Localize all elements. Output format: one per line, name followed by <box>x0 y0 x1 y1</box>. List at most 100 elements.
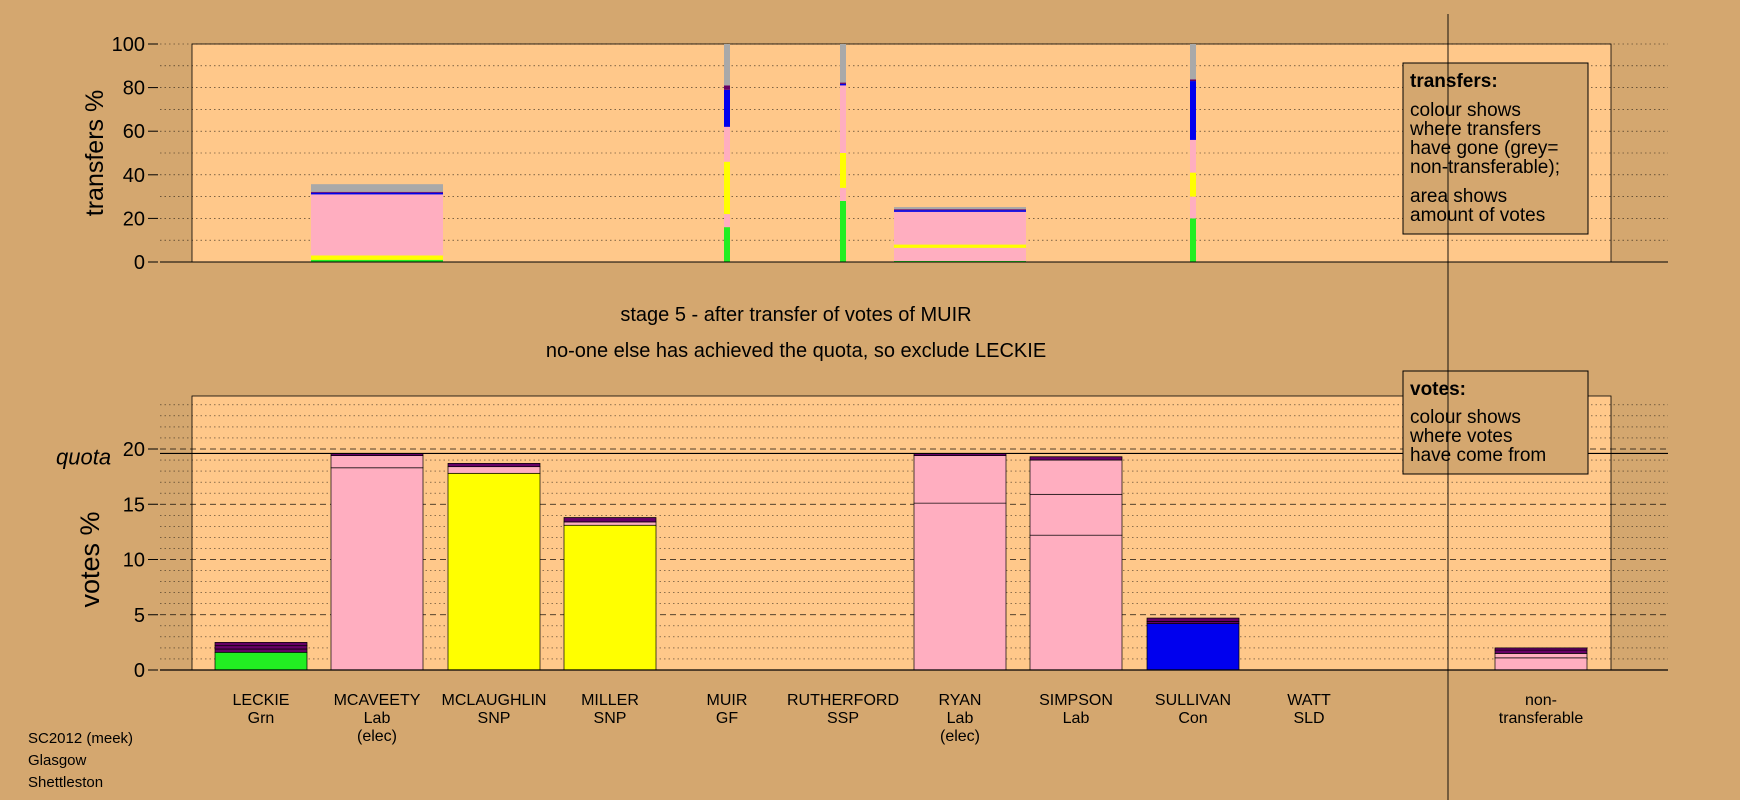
footer-line3: Shettleston <box>28 774 103 791</box>
votes-tick-label: 10 <box>123 550 145 572</box>
vote-segment-mclaughlin <box>447 466 541 474</box>
candidate-name: MCAVEETY <box>334 692 421 709</box>
votes-axis-label: votes % <box>75 511 105 607</box>
transfer-segment-muir <box>724 161 730 215</box>
transfers-tick-label: 100 <box>112 34 145 56</box>
candidate-party: transferable <box>1499 710 1584 727</box>
transfer-segment-ryan <box>894 209 1026 211</box>
candidate-party: Con <box>1178 710 1207 727</box>
transfer-segment-rutherford <box>840 44 846 83</box>
votes-legend-box <box>1402 370 1589 475</box>
vote-segment-simpson <box>1029 456 1123 461</box>
vote-segment-non-transferable <box>1494 647 1588 651</box>
transfers-chart: 0 20 40 60 80 100 transfers % transfers: colour … <box>81 34 1668 274</box>
vote-segment-simpson <box>1029 459 1123 495</box>
vote-segment-ryan <box>913 455 1007 504</box>
footer-line1: SC2012 (meek) <box>28 730 133 747</box>
transfer-segment-sullivan <box>1190 172 1196 197</box>
transfers-tick-label: 0 <box>134 252 145 274</box>
votes-tick-label: 5 <box>134 605 145 627</box>
vote-segment-miller <box>563 517 657 523</box>
candidate-name: non- <box>1525 692 1557 709</box>
transfer-segment-sullivan <box>1190 79 1196 82</box>
vote-segment-non-transferable <box>1494 653 1588 659</box>
vote-segment-mcaveety <box>330 467 424 671</box>
vote-segment-leckie <box>214 648 308 653</box>
transfer-segment-ryan <box>894 260 1026 262</box>
candidate-name: MCLAUGHLIN <box>442 692 547 709</box>
transfer-segment-mcaveety <box>311 184 443 192</box>
vote-segment-non-transferable <box>1494 657 1588 671</box>
legend-line: colour shows <box>1410 407 1521 428</box>
headline-line2: no-one else has achieved the quota, so e… <box>546 340 1046 362</box>
transfer-segment-rutherford <box>840 153 846 188</box>
votes-legend-title: votes: <box>1410 379 1466 400</box>
candidate-name: LECKIE <box>233 692 290 709</box>
transfers-legend-title: transfers: <box>1410 71 1498 92</box>
candidate-party: SNP <box>594 710 627 727</box>
transfer-segment-sullivan <box>1190 139 1196 173</box>
legend-line: amount of votes <box>1410 205 1545 226</box>
transfer-segment-ryan <box>894 207 1026 210</box>
transfer-segment-sullivan <box>1190 218 1196 262</box>
candidate-party: Lab <box>947 710 974 727</box>
candidate-party: Lab <box>364 710 391 727</box>
vote-segment-non-transferable <box>1494 649 1588 654</box>
footer-line2: Glasgow <box>28 752 87 769</box>
transfer-segment-sullivan <box>1190 81 1196 140</box>
legend-line: have come from <box>1410 445 1546 466</box>
transfer-segment-ryan <box>894 244 1026 248</box>
transfers-legend-box <box>1402 62 1589 235</box>
transfers-tick-label: 80 <box>123 78 145 100</box>
transfer-segment-muir <box>724 85 730 90</box>
quota-label: quota <box>56 444 111 469</box>
transfer-segment-mcaveety <box>311 192 443 195</box>
vote-segment-leckie <box>214 642 308 647</box>
transfer-segment-rutherford <box>840 187 846 201</box>
legend-line: where transfers <box>1409 119 1541 140</box>
transfers-tick-label: 40 <box>123 165 145 187</box>
candidate-name: MILLER <box>581 692 639 709</box>
vote-segment-mclaughlin <box>447 472 541 671</box>
vote-segment-sullivan <box>1146 623 1240 671</box>
transfer-segment-mcaveety <box>311 255 443 260</box>
transfer-segment-mcaveety <box>311 194 443 256</box>
legend-line: colour shows <box>1410 100 1521 121</box>
votes-tick-label: 20 <box>123 439 145 461</box>
votes-tick-label: 0 <box>134 660 145 682</box>
transfer-segment-mcaveety <box>311 259 443 262</box>
transfer-segment-muir <box>724 214 730 228</box>
transfer-segment-ryan <box>894 211 1026 245</box>
candidate-name: SULLIVAN <box>1155 692 1231 709</box>
candidate-name: RYAN <box>939 692 982 709</box>
transfer-segment-rutherford <box>840 85 846 153</box>
legend-line: where votes <box>1409 426 1512 447</box>
candidate-party: Grn <box>248 710 275 727</box>
transfer-segment-sullivan <box>1190 44 1196 80</box>
vote-segment-sullivan <box>1146 617 1240 622</box>
transfer-segment-muir <box>724 227 730 262</box>
transfers-tick-label: 20 <box>123 208 145 230</box>
transfer-segment-mcaveety <box>311 191 443 193</box>
vote-segment-mclaughlin <box>447 463 541 468</box>
transfer-segment-muir <box>724 89 730 127</box>
transfer-segment-rutherford <box>840 200 846 262</box>
candidate-name: WATT <box>1287 692 1331 709</box>
votes-legend-text: colour shows where votes have come from <box>1409 407 1546 466</box>
candidate-note: (elec) <box>940 728 980 745</box>
candidate-note: (elec) <box>357 728 397 745</box>
transfer-segment-rutherford <box>840 83 846 86</box>
transfer-segment-rutherford <box>840 82 846 84</box>
legend-line: area shows <box>1410 186 1507 207</box>
candidate-party: Lab <box>1063 710 1090 727</box>
vote-segment-ryan <box>913 502 1007 671</box>
transfer-segment-ryan <box>894 247 1026 261</box>
candidate-party: SNP <box>478 710 511 727</box>
vote-segment-simpson <box>1029 493 1123 536</box>
transfer-segment-ryan <box>894 210 1026 212</box>
candidate-name: RUTHERFORD <box>787 692 899 709</box>
votes-plot-area <box>191 395 1612 671</box>
